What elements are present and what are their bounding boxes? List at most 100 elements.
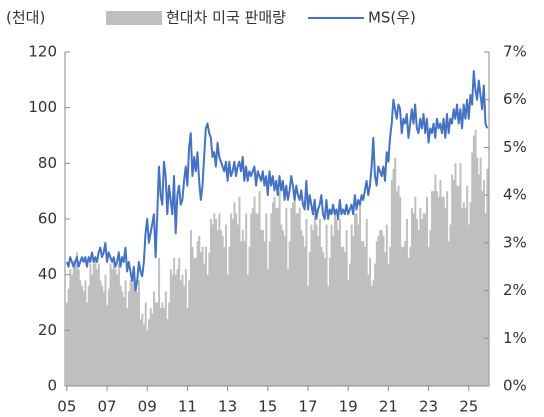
bar <box>482 180 485 386</box>
bar <box>409 246 412 386</box>
bar <box>102 291 105 386</box>
y2-tick-label: 7% <box>503 43 527 61</box>
bar <box>404 241 407 386</box>
bar <box>410 207 413 386</box>
bar <box>474 129 477 386</box>
bar <box>387 263 390 386</box>
bar <box>139 319 142 386</box>
x-tick-label: 25 <box>459 398 478 416</box>
bar <box>148 319 151 386</box>
bar <box>96 269 99 386</box>
bar <box>367 274 370 386</box>
bar <box>72 260 75 386</box>
x-tick-label: 19 <box>339 398 358 416</box>
x-tick-label: 13 <box>218 398 237 416</box>
bar <box>235 213 238 386</box>
bar <box>477 174 480 386</box>
bar <box>107 288 110 386</box>
bar <box>469 202 472 386</box>
bar <box>332 235 335 386</box>
bar <box>318 219 321 386</box>
bar <box>449 224 452 386</box>
bar <box>412 213 415 386</box>
bar <box>300 230 303 386</box>
bar <box>126 308 129 386</box>
bar <box>349 263 351 386</box>
bar <box>441 196 444 386</box>
bar <box>114 269 117 386</box>
bar <box>377 235 380 386</box>
y2-tick-label: 0% <box>503 377 527 395</box>
bar <box>422 213 425 386</box>
y2-tick-label: 5% <box>503 138 527 156</box>
bar <box>116 274 119 386</box>
bar <box>436 191 439 386</box>
bar <box>87 285 90 386</box>
bar <box>156 302 159 386</box>
bar <box>179 280 182 386</box>
bar <box>479 157 482 386</box>
bar <box>315 224 318 386</box>
bar <box>347 280 350 386</box>
bar <box>467 224 470 386</box>
bar <box>447 241 450 386</box>
bar <box>464 207 467 386</box>
bar <box>277 207 279 386</box>
y-tick-label: 120 <box>28 43 57 61</box>
legend-label: MS(우) <box>368 9 416 27</box>
bar <box>305 219 308 386</box>
bar <box>461 207 464 386</box>
bar <box>395 191 398 386</box>
bar <box>196 241 199 386</box>
bar <box>456 185 459 386</box>
bar <box>261 230 264 386</box>
bar <box>288 241 291 386</box>
bar <box>462 202 465 386</box>
bar <box>385 224 388 386</box>
bar <box>452 180 455 386</box>
bar <box>375 241 378 386</box>
bar <box>89 263 92 386</box>
bar <box>360 241 363 386</box>
bar <box>132 274 135 386</box>
bar <box>241 230 244 386</box>
bar <box>466 185 469 386</box>
bar <box>350 224 353 386</box>
bar <box>454 163 457 386</box>
bar <box>439 180 442 386</box>
bar <box>308 252 311 386</box>
bar <box>138 280 140 386</box>
bar <box>437 196 440 386</box>
bar <box>250 213 253 386</box>
bar <box>146 330 149 386</box>
bar <box>86 302 89 386</box>
bar <box>258 191 261 386</box>
bar <box>153 291 156 386</box>
bar <box>293 196 296 386</box>
bar <box>236 224 239 386</box>
unit-label: (천대) <box>6 9 45 27</box>
bar <box>69 269 72 386</box>
bar <box>313 213 316 386</box>
bar <box>112 257 115 386</box>
bar <box>122 296 125 386</box>
bar <box>312 230 315 386</box>
bar <box>176 269 179 386</box>
y2-tick-label: 1% <box>503 329 527 347</box>
bar <box>151 313 154 386</box>
bar <box>327 285 330 386</box>
x-tick-label: 17 <box>298 398 317 416</box>
bar <box>210 219 212 386</box>
bar <box>104 274 107 386</box>
bar <box>476 157 479 386</box>
bar <box>417 230 420 386</box>
bar <box>129 280 132 386</box>
bar <box>340 246 343 386</box>
bar <box>231 219 234 386</box>
bar <box>81 285 84 386</box>
bar <box>342 246 345 386</box>
bar <box>230 213 233 386</box>
bar <box>424 213 427 386</box>
bar <box>484 213 487 386</box>
bar <box>310 224 313 386</box>
